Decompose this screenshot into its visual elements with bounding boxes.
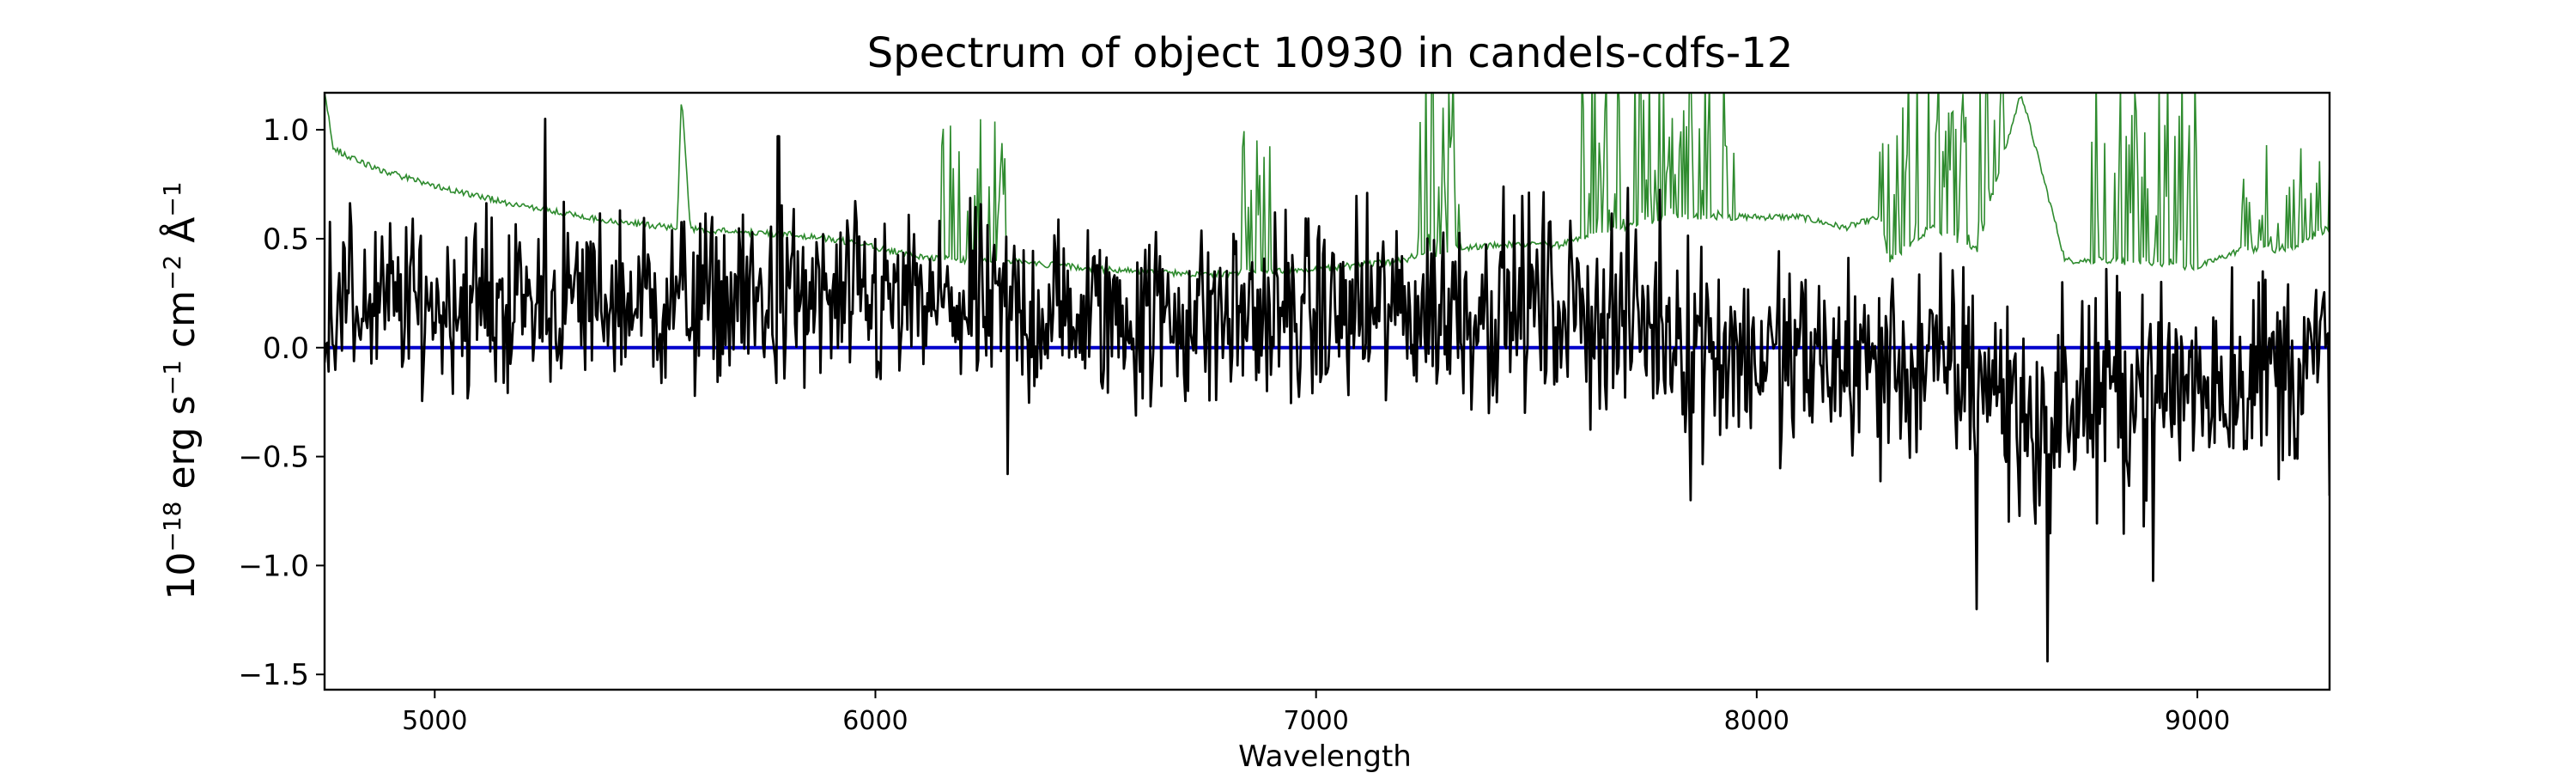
- y-tick-label: 1.0: [263, 113, 309, 148]
- plot-area: [323, 91, 2331, 691]
- x-tick-label: 6000: [842, 706, 908, 736]
- y-axis-label: 10−18 erg s−1 cm−2 Å−1: [158, 181, 204, 600]
- y-tick-label: 0.5: [263, 222, 309, 257]
- x-tick-label: 9000: [2165, 706, 2230, 736]
- flux-series: [325, 117, 2330, 663]
- flux-line: [325, 117, 2330, 663]
- x-axis-label: Wavelength: [1238, 740, 1412, 773]
- x-axis: 5000 6000 7000 8000 9000: [402, 690, 2230, 736]
- y-tick-label: −0.5: [238, 441, 309, 475]
- y-label-exp-a: −1: [158, 181, 186, 216]
- x-tick-label: 7000: [1283, 706, 1348, 736]
- y-label-unit1: erg s: [160, 395, 204, 501]
- x-tick-label: 5000: [402, 706, 467, 736]
- y-label-exp-base: −18: [158, 502, 186, 552]
- y-label-base: 10: [160, 552, 204, 600]
- y-label-exp-cm: −2: [158, 255, 186, 290]
- x-tick-label: 8000: [1724, 706, 1789, 736]
- error-series: [325, 93, 2330, 279]
- plot-frame: [323, 91, 2331, 691]
- y-label-unit2: cm: [160, 290, 204, 360]
- y-tick-label: −1.0: [238, 549, 309, 583]
- y-tick-label: −1.5: [238, 658, 309, 692]
- y-label-exp-s: −1: [158, 360, 186, 395]
- y-label-unit3: Å: [158, 217, 204, 255]
- y-axis: −1.5 −1.0 −0.5 0.0 0.5 1.0: [238, 113, 325, 692]
- y-tick-label: 0.0: [263, 332, 309, 366]
- error-line: [325, 93, 2330, 279]
- chart-title: Spectrum of object 10930 in candels-cdfs…: [867, 29, 1794, 77]
- svg-text:10−18 erg s−1 cm−2 Å−1: 10−18 erg s−1 cm−2 Å−1: [158, 181, 204, 600]
